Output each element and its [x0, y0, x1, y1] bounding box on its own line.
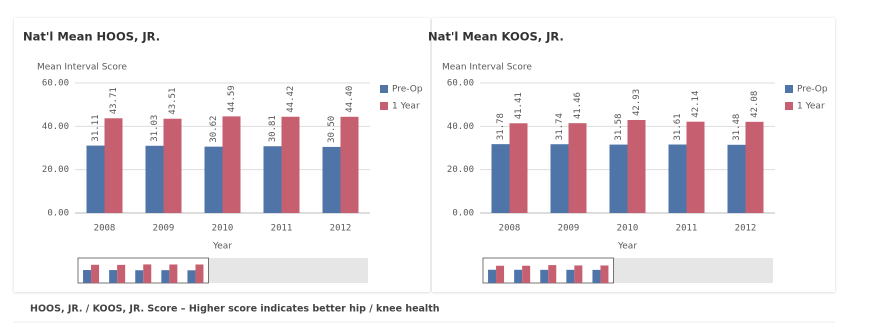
- navigator-bar: [566, 269, 575, 283]
- x-tick-label: 2008: [94, 224, 116, 234]
- bar: [491, 144, 510, 213]
- x-tick-label: 2012: [735, 224, 757, 234]
- x-tick-label: 2010: [617, 224, 639, 234]
- navigator-bar: [592, 269, 601, 283]
- legend-label: Pre-Op: [797, 85, 828, 95]
- y-axis-label: Mean Interval Score: [442, 63, 532, 73]
- value-label: 31.61: [673, 113, 683, 140]
- value-label: 30.62: [209, 116, 219, 143]
- value-label: 43.51: [168, 88, 178, 115]
- chart-title: Nat'l Mean KOOS, JR.: [428, 30, 564, 44]
- x-tick-label: 2009: [558, 224, 580, 234]
- navigator-bar: [574, 265, 583, 283]
- navigator-bar: [143, 264, 152, 283]
- bar: [686, 121, 705, 213]
- y-tick-label: 20.00: [447, 165, 474, 175]
- legend-swatch: [380, 85, 388, 93]
- y-tick-label: 60.00: [42, 79, 69, 89]
- bar: [568, 123, 587, 213]
- x-tick-label: 2011: [271, 224, 293, 234]
- x-tick-label: 2009: [153, 224, 175, 234]
- value-label: 42.93: [632, 89, 642, 116]
- legend-swatch: [380, 102, 388, 110]
- legend-label: 1 Year: [392, 102, 420, 112]
- footer: HOOS, JR. / KOOS, JR. Score – Higher sco…: [30, 304, 440, 315]
- navigator-bar: [522, 265, 531, 283]
- navigator-bar: [195, 264, 204, 283]
- bar: [509, 123, 528, 213]
- navigator-bar: [83, 270, 92, 283]
- bar: [550, 144, 569, 213]
- value-label: 31.74: [555, 113, 565, 140]
- value-label: 30.50: [327, 116, 337, 143]
- y-tick-label: 60.00: [447, 79, 474, 89]
- legend-swatch: [785, 102, 793, 110]
- bar: [340, 116, 359, 213]
- value-label: 42.14: [691, 91, 701, 118]
- y-tick-label: 40.00: [447, 122, 474, 132]
- navigator-bar: [91, 264, 100, 283]
- bar: [163, 118, 182, 213]
- legend-label: Pre-Op: [392, 85, 423, 95]
- x-axis-label: Year: [212, 242, 232, 252]
- value-label: 31.03: [150, 115, 160, 142]
- bar: [727, 144, 746, 213]
- x-axis-label: Year: [617, 242, 637, 252]
- y-tick-label: 40.00: [42, 122, 69, 132]
- bar: [668, 144, 687, 213]
- navigator-track: [208, 258, 368, 283]
- y-tick-label: 0.00: [452, 209, 474, 219]
- navigator-bar: [488, 269, 497, 283]
- bar: [745, 121, 764, 213]
- navigator-bar: [540, 269, 549, 283]
- y-axis-label: Mean Interval Score: [37, 63, 127, 73]
- chart-title: Nat'l Mean HOOS, JR.: [23, 30, 160, 44]
- navigator-bar: [117, 264, 126, 283]
- bar: [204, 146, 223, 213]
- value-label: 43.71: [109, 87, 119, 114]
- navigator-bar: [187, 270, 196, 283]
- bar: [104, 118, 123, 213]
- y-tick-label: 0.00: [47, 209, 69, 219]
- y-tick-label: 20.00: [42, 165, 69, 175]
- value-label: 41.46: [573, 92, 583, 119]
- value-label: 30.81: [268, 115, 278, 142]
- x-tick-label: 2012: [330, 224, 352, 234]
- bar: [263, 146, 282, 213]
- navigator-bar: [496, 265, 505, 283]
- x-tick-label: 2008: [499, 224, 521, 234]
- navigator-bar: [109, 270, 118, 283]
- x-tick-label: 2010: [212, 224, 234, 234]
- value-label: 44.42: [286, 86, 296, 113]
- navigator-bar: [135, 270, 144, 283]
- navigator-bar: [169, 264, 178, 283]
- legend-swatch: [785, 85, 793, 93]
- bar: [86, 145, 105, 213]
- bar: [322, 146, 341, 213]
- bar: [609, 144, 628, 213]
- value-label: 31.48: [732, 114, 742, 141]
- value-label: 44.40: [345, 86, 355, 113]
- bar: [627, 119, 646, 213]
- value-label: 42.08: [750, 91, 760, 118]
- navigator-bar: [514, 269, 523, 283]
- navigator-bar: [161, 270, 170, 283]
- navigator-bar: [548, 265, 557, 283]
- bar: [222, 116, 241, 213]
- value-label: 31.58: [614, 113, 624, 140]
- value-label: 31.11: [91, 115, 101, 142]
- bar: [281, 116, 300, 213]
- x-tick-label: 2011: [676, 224, 698, 234]
- legend-label: 1 Year: [797, 102, 825, 112]
- value-label: 41.41: [514, 92, 524, 119]
- value-label: 44.59: [227, 85, 237, 112]
- bar: [145, 145, 164, 213]
- value-label: 31.78: [496, 113, 506, 140]
- navigator-bar: [600, 265, 609, 283]
- navigator-track: [613, 258, 773, 283]
